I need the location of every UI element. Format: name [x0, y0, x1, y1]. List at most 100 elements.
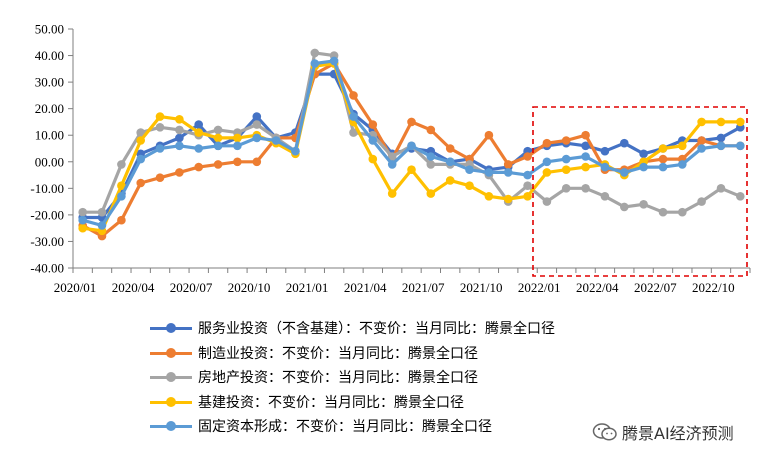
data-point	[194, 144, 203, 153]
data-point	[426, 189, 436, 198]
legend-swatch	[150, 347, 192, 358]
data-point	[194, 128, 203, 137]
data-point	[252, 133, 262, 143]
data-point	[523, 152, 532, 161]
x-tick-label: 2021/07	[402, 280, 445, 295]
data-point	[78, 215, 87, 225]
data-point	[620, 168, 629, 177]
legend-swatch	[150, 396, 192, 407]
legend-item: 固定资本形成：不变价：当月同比：腾景全口径	[150, 414, 555, 439]
data-point	[368, 120, 378, 129]
legend-swatch	[150, 421, 192, 432]
x-tick-label: 2021/01	[286, 280, 329, 295]
legend-label: 房地产投资：不变价：当月同比：腾景全口径	[198, 370, 478, 387]
legend-swatch	[150, 372, 192, 383]
data-point	[542, 197, 552, 206]
data-point	[387, 189, 397, 198]
data-point	[465, 165, 474, 174]
x-tick-label: 2020/04	[112, 280, 155, 295]
data-point	[542, 138, 552, 148]
series-2	[78, 59, 745, 241]
data-point	[678, 160, 687, 169]
legend-item: 基建投资：不变价：当月同比：腾景全口径	[150, 390, 555, 415]
data-point	[175, 115, 184, 124]
data-point	[368, 136, 378, 145]
data-point	[136, 136, 145, 145]
legend-item: 服务业投资（不含基建）：不变价：当月同比：腾景全口径	[150, 316, 555, 341]
data-point	[213, 133, 223, 143]
data-point	[407, 117, 416, 127]
data-point	[233, 141, 242, 151]
data-point	[581, 162, 590, 172]
data-point	[175, 168, 184, 177]
wechat-icon	[592, 423, 617, 441]
legend: 服务业投资（不含基建）：不变价：当月同比：腾景全口径 制造业投资：不变价：当月同比…	[150, 316, 555, 439]
data-point	[233, 157, 242, 167]
x-tick-label: 2021/10	[460, 280, 503, 295]
data-point	[426, 160, 436, 169]
data-point	[426, 125, 436, 135]
data-point	[349, 91, 358, 100]
data-point	[445, 144, 455, 153]
data-point	[252, 120, 262, 129]
data-point	[368, 154, 378, 164]
data-point	[716, 141, 726, 151]
data-point	[136, 128, 145, 137]
data-point	[175, 141, 184, 151]
data-point	[658, 144, 668, 153]
data-point	[716, 184, 726, 193]
data-point	[716, 117, 726, 127]
data-point	[407, 165, 416, 174]
data-point	[426, 152, 436, 161]
data-point	[697, 197, 706, 206]
data-point	[736, 192, 745, 201]
data-point	[658, 162, 668, 172]
data-point	[465, 181, 474, 190]
data-point	[503, 168, 513, 177]
data-point	[136, 178, 145, 188]
data-point	[349, 112, 358, 121]
data-point	[736, 141, 745, 151]
x-tick-label: 2020/07	[170, 280, 213, 295]
data-point	[387, 152, 397, 161]
data-point	[561, 165, 571, 174]
legend-label: 服务业投资（不含基建）：不变价：当月同比：腾景全口径	[198, 321, 555, 338]
data-point	[503, 160, 513, 169]
data-point	[523, 192, 532, 201]
data-point	[97, 207, 107, 217]
data-point	[581, 130, 590, 140]
data-point	[678, 141, 687, 151]
data-point	[291, 146, 300, 156]
series-layer	[78, 48, 745, 241]
data-point	[600, 146, 610, 156]
x-tick-label: 2020/10	[228, 280, 271, 295]
data-point	[155, 173, 165, 182]
data-point	[503, 194, 513, 204]
x-tick-label: 2020/01	[54, 280, 97, 295]
data-point	[310, 48, 320, 58]
y-tick-label: 20.00	[35, 101, 64, 116]
data-point	[155, 112, 165, 121]
watermark-text: 腾景AI经济预测	[622, 424, 734, 443]
data-point	[175, 133, 184, 143]
data-point	[155, 123, 165, 132]
data-point	[78, 223, 87, 233]
y-tick-label: -40.00	[30, 261, 64, 276]
legend-swatch	[150, 323, 192, 334]
x-tick-label: 2021/04	[344, 280, 387, 295]
data-point	[581, 141, 590, 151]
x-tick-labels: 2020/01 2020/04 2020/07 2020/10 2021/01 2021/…	[54, 280, 735, 295]
data-point	[639, 200, 648, 209]
data-point	[387, 160, 397, 169]
x-tick-label: 2022/01	[518, 280, 561, 295]
data-point	[697, 117, 706, 127]
data-point	[484, 168, 494, 177]
x-tick-label: 2022/07	[634, 280, 677, 295]
legend-label: 基建投资：不变价：当月同比：腾景全口径	[198, 394, 464, 411]
data-point	[117, 181, 126, 190]
y-tick-label: -30.00	[30, 234, 64, 249]
data-point	[78, 207, 87, 217]
data-point	[213, 160, 223, 169]
data-point	[581, 184, 590, 193]
series-4	[78, 59, 745, 236]
